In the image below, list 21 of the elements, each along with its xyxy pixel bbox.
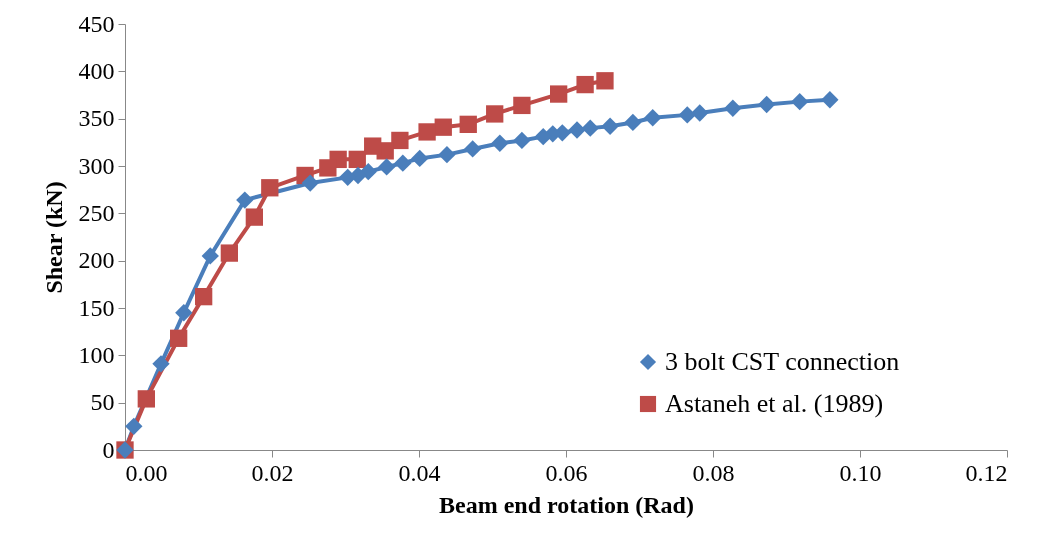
y-tick-label: 300 xyxy=(78,152,115,179)
y-axis-title: Shear (kN) xyxy=(40,181,67,294)
y-tick-label: 100 xyxy=(78,341,115,368)
x-tick-label: 0.00 xyxy=(125,459,168,486)
x-tick-label: 0.08 xyxy=(692,459,735,486)
x-tick-label: 0.10 xyxy=(839,459,882,486)
x-tick-label: 0.12 xyxy=(965,459,1008,486)
y-tick-label: 50 xyxy=(90,389,115,416)
y-tick-label: 350 xyxy=(78,105,115,132)
y-tick-label: 250 xyxy=(78,199,115,226)
legend-label: Astaneh et al. (1989) xyxy=(665,389,884,418)
y-tick-label: 450 xyxy=(78,10,115,37)
y-tick-label: 0 xyxy=(102,436,115,463)
x-tick-label: 0.02 xyxy=(251,459,294,486)
x-tick-label: 0.04 xyxy=(398,459,441,486)
y-tick-label: 400 xyxy=(78,57,115,84)
x-tick-label: 0.06 xyxy=(545,459,588,486)
x-axis-title: Beam end rotation (Rad) xyxy=(439,491,694,518)
legend-label: 3 bolt CST connection xyxy=(665,347,900,376)
y-tick-label: 200 xyxy=(78,247,115,274)
y-tick-label: 150 xyxy=(78,294,115,321)
